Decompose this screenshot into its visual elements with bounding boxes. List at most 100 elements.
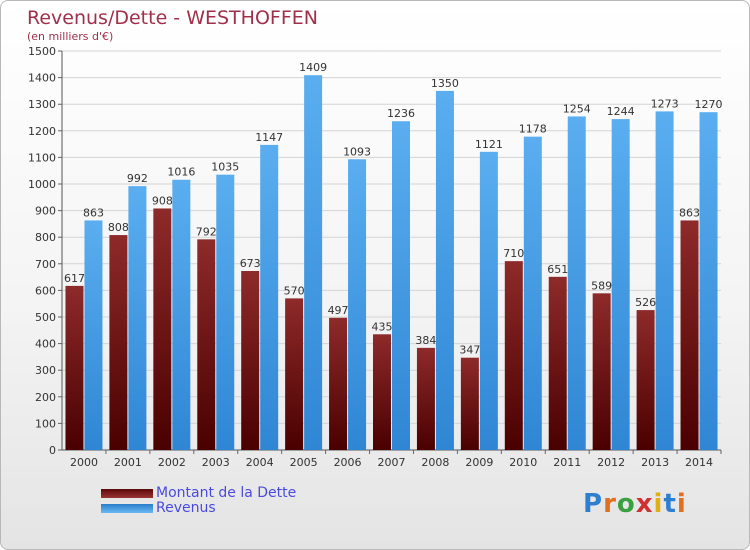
bar-dette	[504, 261, 523, 450]
y-tick-label: 900	[35, 205, 56, 218]
y-tick-label: 300	[35, 364, 56, 377]
x-tick-label: 2014	[685, 456, 713, 469]
data-label-dette: 617	[64, 272, 85, 285]
data-label-revenus: 1270	[695, 98, 723, 111]
chart-subtitle: (en milliers d'€)	[27, 30, 114, 43]
data-label-revenus: 1236	[387, 107, 415, 120]
bar-revenus	[611, 119, 630, 450]
logo-letter: t	[663, 489, 677, 519]
data-label-revenus: 1273	[651, 97, 679, 110]
y-tick-label: 0	[49, 444, 56, 457]
bar-dette	[65, 285, 84, 450]
bar-revenus	[172, 179, 191, 450]
bar-revenus	[699, 112, 718, 451]
data-label-revenus: 992	[127, 172, 148, 185]
logo-letter: i	[676, 489, 687, 519]
bar-revenus	[523, 136, 542, 451]
proxiti-logo: Proxiti	[583, 489, 687, 519]
data-label-dette: 526	[635, 296, 656, 309]
y-tick-label: 1300	[28, 98, 56, 111]
logo-letter: r	[603, 489, 617, 519]
y-tick-label: 100	[35, 417, 56, 430]
data-label-revenus: 1035	[211, 161, 239, 174]
bar-dette	[592, 293, 611, 450]
data-label-revenus: 1093	[343, 145, 371, 158]
chart-title: Revenus/Dette - WESTHOFFEN	[27, 7, 318, 29]
data-label-dette: 792	[196, 225, 217, 238]
legend-label-dette: Montant de la Dette	[156, 485, 297, 501]
data-label-dette: 497	[328, 304, 349, 317]
data-label-dette: 808	[108, 221, 129, 234]
y-tick-label: 800	[35, 231, 56, 244]
x-tick-label: 2013	[641, 456, 669, 469]
data-label-dette: 863	[679, 206, 700, 219]
x-tick-label: 2005	[290, 456, 318, 469]
bar-dette	[329, 317, 348, 450]
data-label-dette: 908	[152, 194, 173, 207]
data-label-revenus: 863	[83, 206, 104, 219]
data-label-dette: 673	[240, 257, 261, 270]
y-tick-label: 500	[35, 311, 56, 324]
x-tick-label: 2009	[465, 456, 493, 469]
x-tick-label: 2006	[334, 456, 362, 469]
x-tick-label: 2010	[509, 456, 537, 469]
y-tick-label: 1400	[28, 72, 56, 85]
logo-letter: x	[635, 489, 654, 519]
data-label-dette: 435	[372, 320, 393, 333]
x-tick-label: 2011	[553, 456, 581, 469]
bar-dette	[153, 208, 172, 450]
bar-revenus	[304, 75, 323, 451]
bar-revenus	[260, 144, 279, 450]
bar-revenus	[84, 220, 103, 450]
bar-revenus	[128, 186, 147, 451]
bar-revenus	[216, 174, 235, 450]
data-label-revenus: 1244	[607, 105, 635, 118]
logo-letter: P	[583, 489, 604, 519]
bar-dette	[548, 276, 567, 450]
y-tick-label: 600	[35, 284, 56, 297]
y-tick-label: 1000	[28, 178, 56, 191]
legend-swatch-revenus	[101, 504, 153, 513]
x-tick-label: 2008	[421, 456, 449, 469]
bar-dette	[460, 357, 479, 450]
bar-revenus	[392, 121, 410, 450]
data-label-revenus: 1350	[431, 77, 459, 90]
y-tick-label: 200	[35, 391, 56, 404]
data-label-revenus: 1254	[563, 102, 591, 115]
bar-dette	[285, 298, 304, 450]
bar-dette	[241, 270, 260, 450]
data-label-revenus: 1147	[255, 131, 283, 144]
bar-dette	[636, 310, 655, 450]
legend-label-revenus: Revenus	[156, 500, 216, 516]
data-label-dette: 589	[591, 279, 612, 292]
x-tick-label: 2012	[597, 456, 625, 469]
data-label-dette: 347	[459, 344, 480, 357]
bar-dette	[373, 334, 391, 450]
legend-swatch-dette	[101, 489, 153, 498]
bar-revenus	[567, 116, 586, 450]
data-label-dette: 570	[284, 284, 305, 297]
data-label-revenus: 1409	[299, 61, 327, 74]
bar-revenus	[479, 151, 498, 450]
y-tick-label: 1200	[28, 125, 56, 138]
data-label-revenus: 1016	[167, 166, 195, 179]
logo-letter: o	[616, 489, 636, 519]
x-tick-label: 2001	[114, 456, 142, 469]
bar-dette	[109, 235, 128, 450]
logo-letter: i	[653, 489, 664, 519]
x-tick-label: 2007	[378, 456, 406, 469]
bar-dette	[680, 220, 699, 450]
data-label-dette: 384	[415, 334, 436, 347]
y-tick-label: 1500	[28, 45, 56, 58]
bar-dette	[197, 239, 216, 450]
x-tick-label: 2002	[158, 456, 186, 469]
data-label-revenus: 1178	[519, 123, 547, 136]
x-tick-label: 2004	[246, 456, 274, 469]
y-tick-label: 1100	[28, 151, 56, 164]
bar-revenus	[435, 90, 454, 451]
data-label-dette: 651	[547, 263, 568, 276]
data-label-revenus: 1121	[475, 138, 503, 151]
data-label-dette: 710	[503, 247, 524, 260]
